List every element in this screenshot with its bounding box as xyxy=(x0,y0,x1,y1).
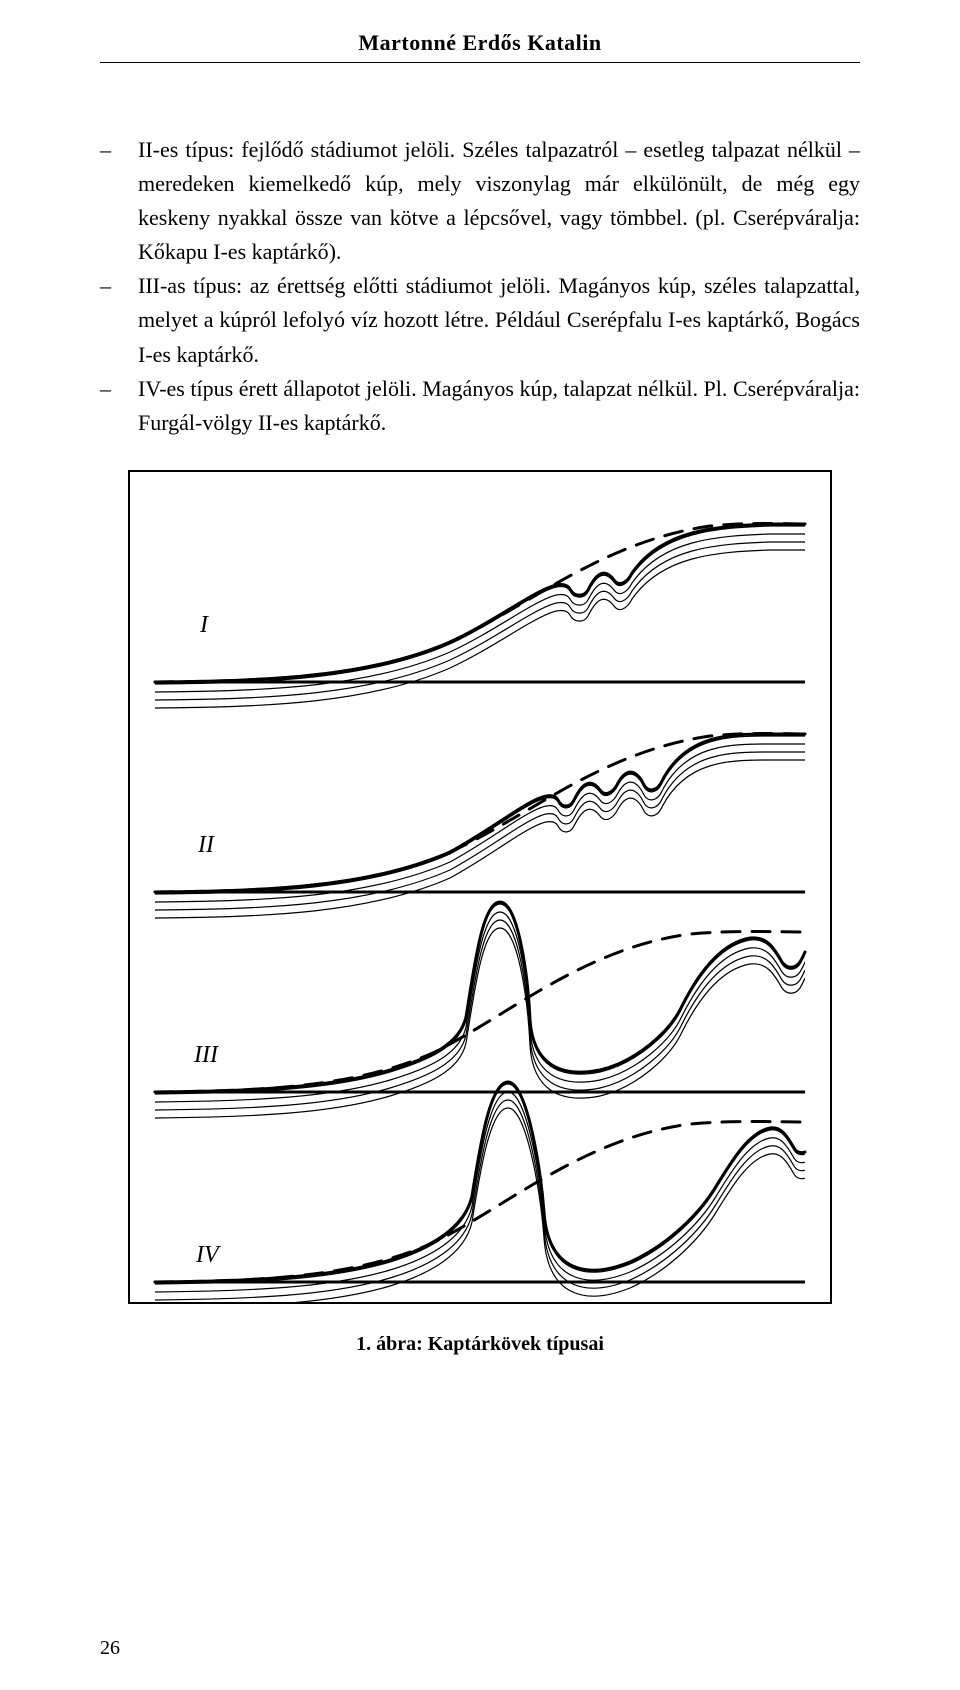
svg-text:III: III xyxy=(193,1042,219,1068)
list-item: IV-es típus érett állapotot jelöli. Magá… xyxy=(100,372,860,440)
svg-text:IV: IV xyxy=(195,1242,221,1268)
list-item: II-es típus: fejlődő stádiumot jelöli. S… xyxy=(100,133,860,269)
svg-text:I: I xyxy=(199,612,209,638)
body-list: II-es típus: fejlődő stádiumot jelöli. S… xyxy=(100,133,860,440)
page-number: 26 xyxy=(100,1637,120,1660)
running-head: Martonné Erdős Katalin xyxy=(100,30,860,56)
figure-svg: IIIIIIIV xyxy=(130,472,830,1302)
figure-box: IIIIIIIV xyxy=(128,470,832,1304)
header-rule xyxy=(100,62,860,63)
list-item: III-as típus: az érettség előtti stádium… xyxy=(100,269,860,371)
svg-text:II: II xyxy=(197,832,215,858)
figure: IIIIIIIV 1. ábra: Kaptárkövek típusai xyxy=(100,470,860,1356)
figure-caption: 1. ábra: Kaptárkövek típusai xyxy=(100,1333,860,1356)
